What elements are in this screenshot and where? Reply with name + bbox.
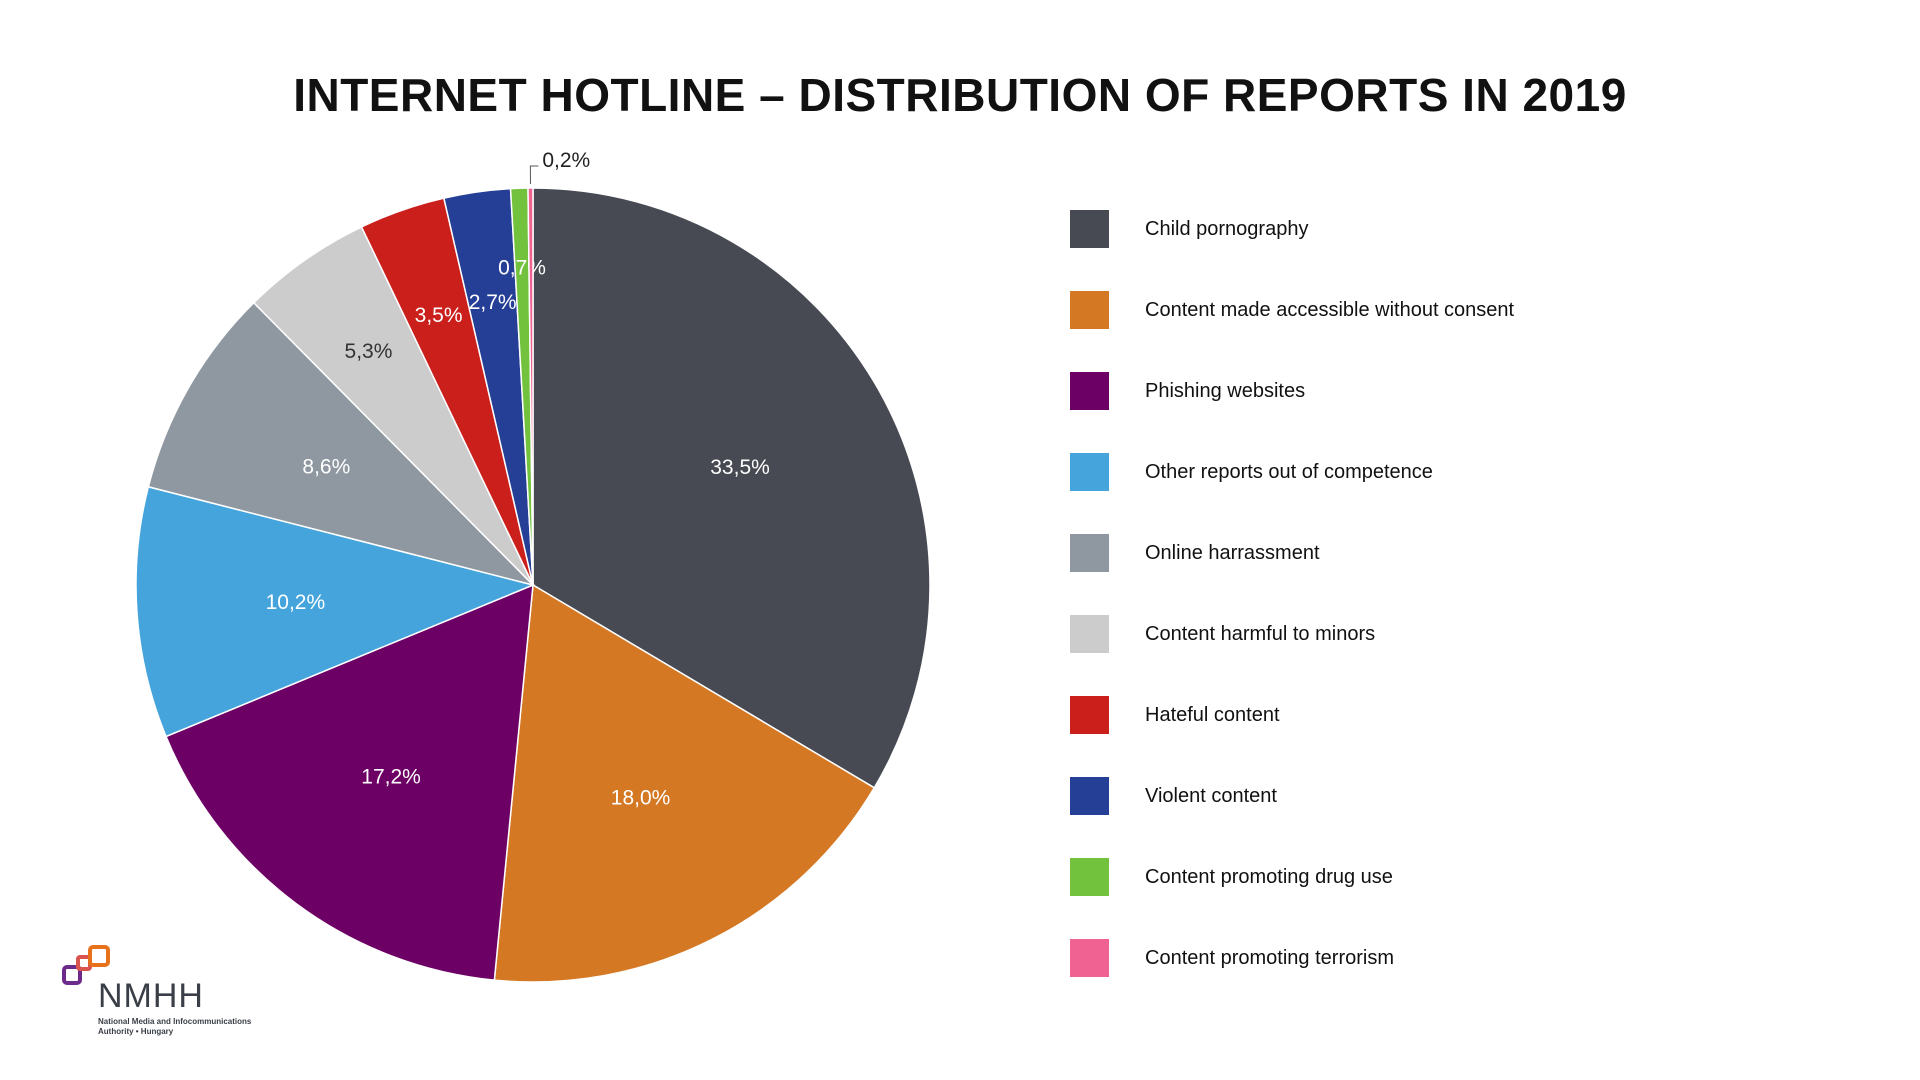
logo-name: NMHH: [98, 977, 204, 1015]
pie-slice: [165, 583, 534, 981]
legend-item: Phishing websites: [1070, 372, 1514, 410]
leader-line: [529, 165, 539, 185]
legend-label: Content promoting terrorism: [1145, 946, 1394, 969]
legend-swatch: [1070, 210, 1109, 248]
legend-label: Content harmful to minors: [1145, 622, 1376, 645]
legend-swatch: [1070, 453, 1109, 491]
pie-slice: [532, 187, 931, 789]
legend-swatch: [1070, 534, 1109, 572]
logo-subtitle-line: National Media and Infocommunications: [98, 1017, 252, 1026]
nmhh-logo: NMHH National Media and Infocommunicatio…: [62, 945, 292, 1045]
data-label: 18,0%: [611, 787, 671, 810]
pie-slice: [493, 583, 876, 983]
data-label: 2,7%: [469, 291, 517, 314]
legend-item: Hateful content: [1070, 696, 1514, 734]
legend-label: Content made accessible without consent: [1145, 298, 1515, 321]
data-label: 5,3%: [345, 340, 393, 363]
legend-item: Child pornography: [1070, 210, 1514, 248]
chart-title: INTERNET HOTLINE – DISTRIBUTION OF REPOR…: [293, 69, 1627, 121]
data-label: 33,5%: [710, 456, 770, 479]
pie-slice: [147, 301, 536, 587]
data-label: 17,2%: [361, 765, 421, 788]
legend-label: Child pornography: [1145, 217, 1309, 240]
legend-swatch: [1070, 291, 1109, 329]
legend-label: Violent content: [1145, 784, 1277, 807]
pie-slice: [527, 187, 534, 586]
legend-label: Other reports out of competence: [1145, 460, 1433, 483]
data-label: 10,2%: [266, 591, 326, 614]
legend-item: Content promoting terrorism: [1070, 939, 1514, 977]
legend-item: Online harrassment: [1070, 534, 1514, 572]
legend-item: Violent content: [1070, 777, 1514, 815]
data-label: 3,5%: [415, 304, 463, 327]
legend-swatch: [1070, 696, 1109, 734]
data-label: 8,6%: [302, 456, 350, 479]
data-label: 0,2%: [542, 149, 590, 172]
legend-item: Content made accessible without consent: [1070, 291, 1514, 329]
pie-slice: [135, 485, 536, 738]
legend-swatch: [1070, 858, 1109, 896]
legend-label: Online harrassment: [1145, 541, 1320, 564]
legend-item: Content promoting drug use: [1070, 858, 1514, 896]
legend-label: Content promoting drug use: [1145, 865, 1393, 888]
legend-swatch: [1070, 372, 1109, 410]
legend-item: Content harmful to minors: [1070, 615, 1514, 653]
legend-label: Phishing websites: [1145, 379, 1306, 402]
logo-subtitle: National Media and Infocommunications Au…: [98, 1017, 298, 1037]
data-label: 0,7%: [498, 257, 546, 280]
legend: Child pornography Content made accessibl…: [1070, 210, 1514, 1020]
legend-item: Other reports out of competence: [1070, 453, 1514, 491]
logo-subtitle-line: Authority • Hungary: [98, 1027, 174, 1036]
legend-swatch: [1070, 615, 1109, 653]
legend-swatch: [1070, 939, 1109, 977]
legend-label: Hateful content: [1145, 703, 1280, 726]
legend-swatch: [1070, 777, 1109, 815]
logo-mark-icon: [62, 945, 110, 985]
